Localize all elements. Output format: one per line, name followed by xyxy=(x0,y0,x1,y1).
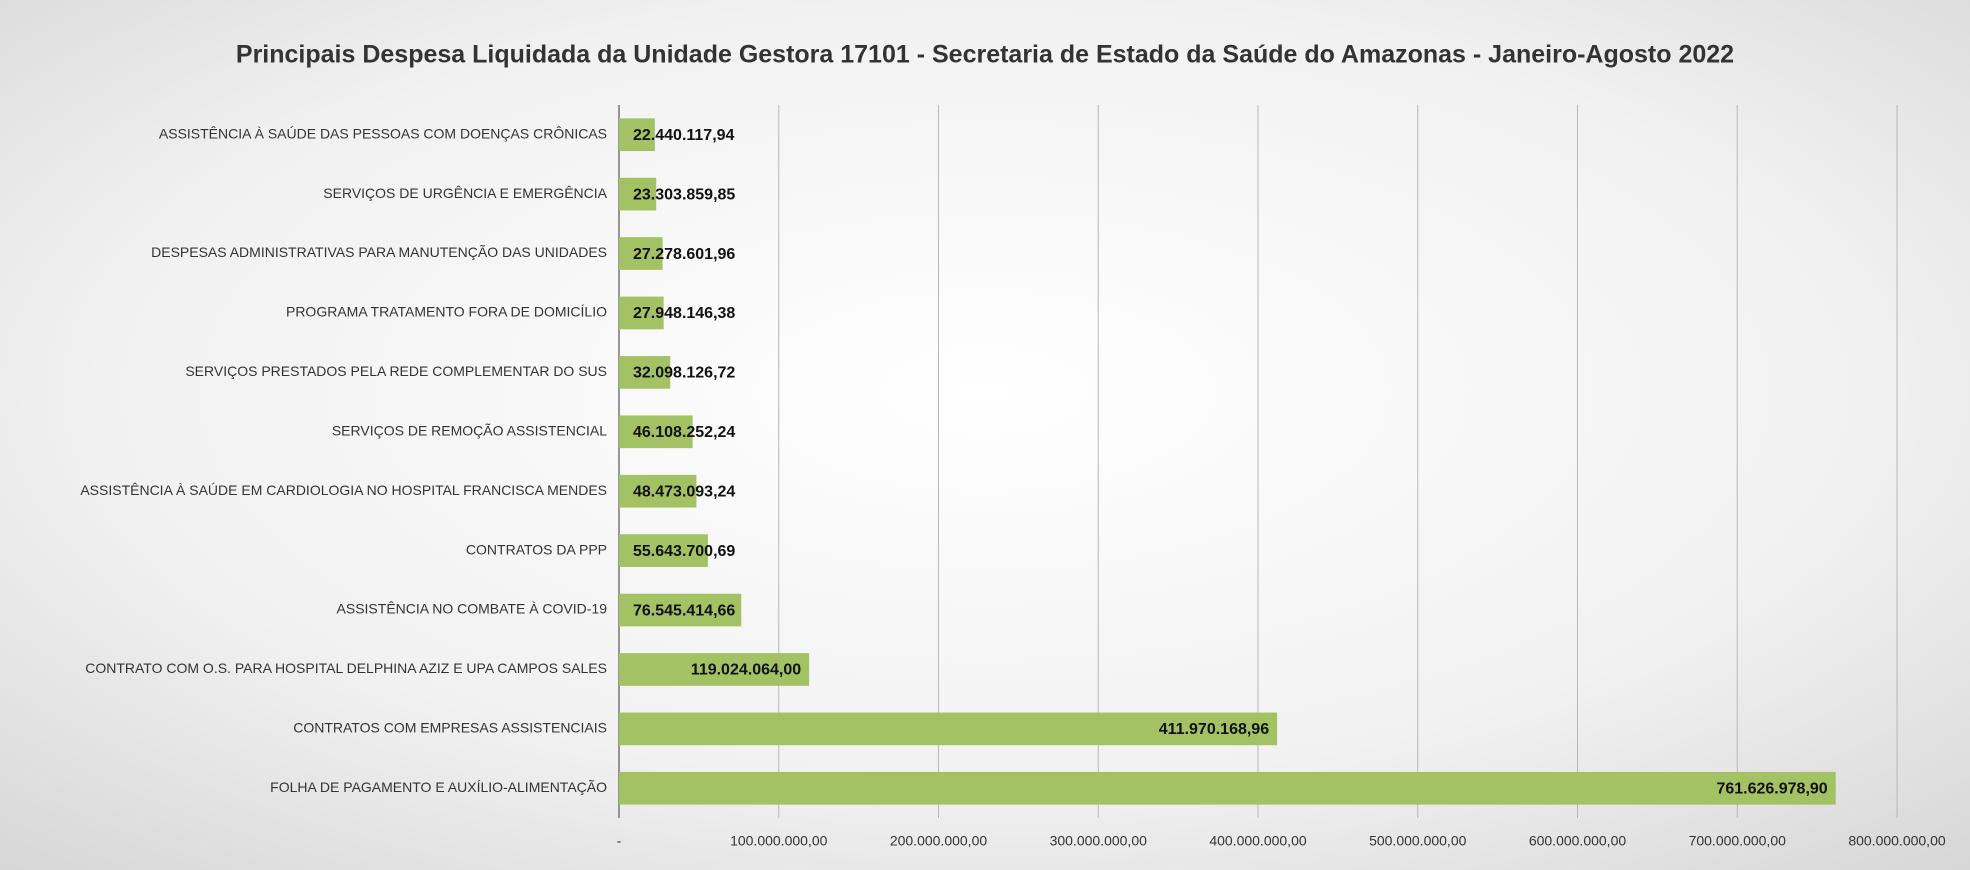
y-tick-label: CONTRATO COM O.S. PARA HOSPITAL DELPHINA… xyxy=(85,660,607,676)
bar xyxy=(619,177,657,211)
x-tick-label: - xyxy=(617,833,622,849)
data-label: 411.970.168,96 xyxy=(1159,721,1269,738)
bar xyxy=(619,712,1278,746)
y-tick-label: FOLHA DE PAGAMENTO E AUXÍLIO-ALIMENTAÇÃO xyxy=(270,779,607,795)
bar xyxy=(619,237,663,270)
y-tick-label: ASSISTÊNCIA À SAÚDE DAS PESSOAS COM DOEN… xyxy=(159,125,607,141)
bar xyxy=(619,534,708,567)
y-tick-label: DESPESAS ADMINISTRATIVAS PARA MANUTENÇÃO… xyxy=(151,244,607,260)
data-label: 46.108.252,24 xyxy=(633,424,735,441)
data-label: 119.024.064,00 xyxy=(691,662,801,679)
x-tick-label: 300.000.000,00 xyxy=(1050,833,1148,849)
data-label: 76.545.414,66 xyxy=(633,602,735,619)
bar xyxy=(619,771,1836,805)
data-label: 23.303.859,85 xyxy=(633,186,735,203)
y-tick-label: PROGRAMA TRATAMENTO FORA DE DOMICÍLIO xyxy=(286,304,607,320)
bar xyxy=(619,474,697,508)
y-tick-label: CONTRATOS COM EMPRESAS ASSISTENCIAIS xyxy=(293,720,607,736)
y-tick-label: SERVIÇOS PRESTADOS PELA REDE COMPLEMENTA… xyxy=(185,363,607,379)
x-tick-label: 800.000.000,00 xyxy=(1848,833,1946,849)
bar xyxy=(619,296,664,330)
x-tick-label: 100.000.000,00 xyxy=(730,833,828,849)
x-tick-label: 400.000.000,00 xyxy=(1209,833,1307,849)
bar xyxy=(619,593,742,627)
y-tick-label: ASSISTÊNCIA NO COMBATE À COVID-19 xyxy=(337,601,608,617)
x-tick-label: 600.000.000,00 xyxy=(1529,833,1627,849)
y-tick-label: ASSISTÊNCIA À SAÚDE EM CARDIOLOGIA NO HO… xyxy=(80,482,607,498)
data-label: 48.473.093,24 xyxy=(633,483,735,500)
chart-title: Principais Despesa Liquidada da Unidade … xyxy=(236,41,1734,69)
data-label: 55.643.700,69 xyxy=(633,543,735,560)
x-tick-label: 700.000.000,00 xyxy=(1689,833,1787,849)
y-tick-label: SERVIÇOS DE REMOÇÃO ASSISTENCIAL xyxy=(332,422,607,438)
y-tick-label: SERVIÇOS DE URGÊNCIA E EMERGÊNCIA xyxy=(323,185,607,201)
data-label: 761.626.978,90 xyxy=(1716,781,1827,798)
bar xyxy=(619,118,655,152)
data-label: 27.278.601,96 xyxy=(633,246,735,263)
bar xyxy=(619,653,810,686)
bar xyxy=(619,356,671,389)
bar xyxy=(619,415,693,449)
y-tick-label: CONTRATOS DA PPP xyxy=(466,541,607,557)
x-tick-label: 200.000.000,00 xyxy=(890,833,988,849)
data-label: 27.948.146,38 xyxy=(633,305,735,322)
x-tick-label: 500.000.000,00 xyxy=(1369,833,1467,849)
data-label: 22.440.117,94 xyxy=(633,127,735,144)
data-label: 32.098.126,72 xyxy=(633,365,735,382)
